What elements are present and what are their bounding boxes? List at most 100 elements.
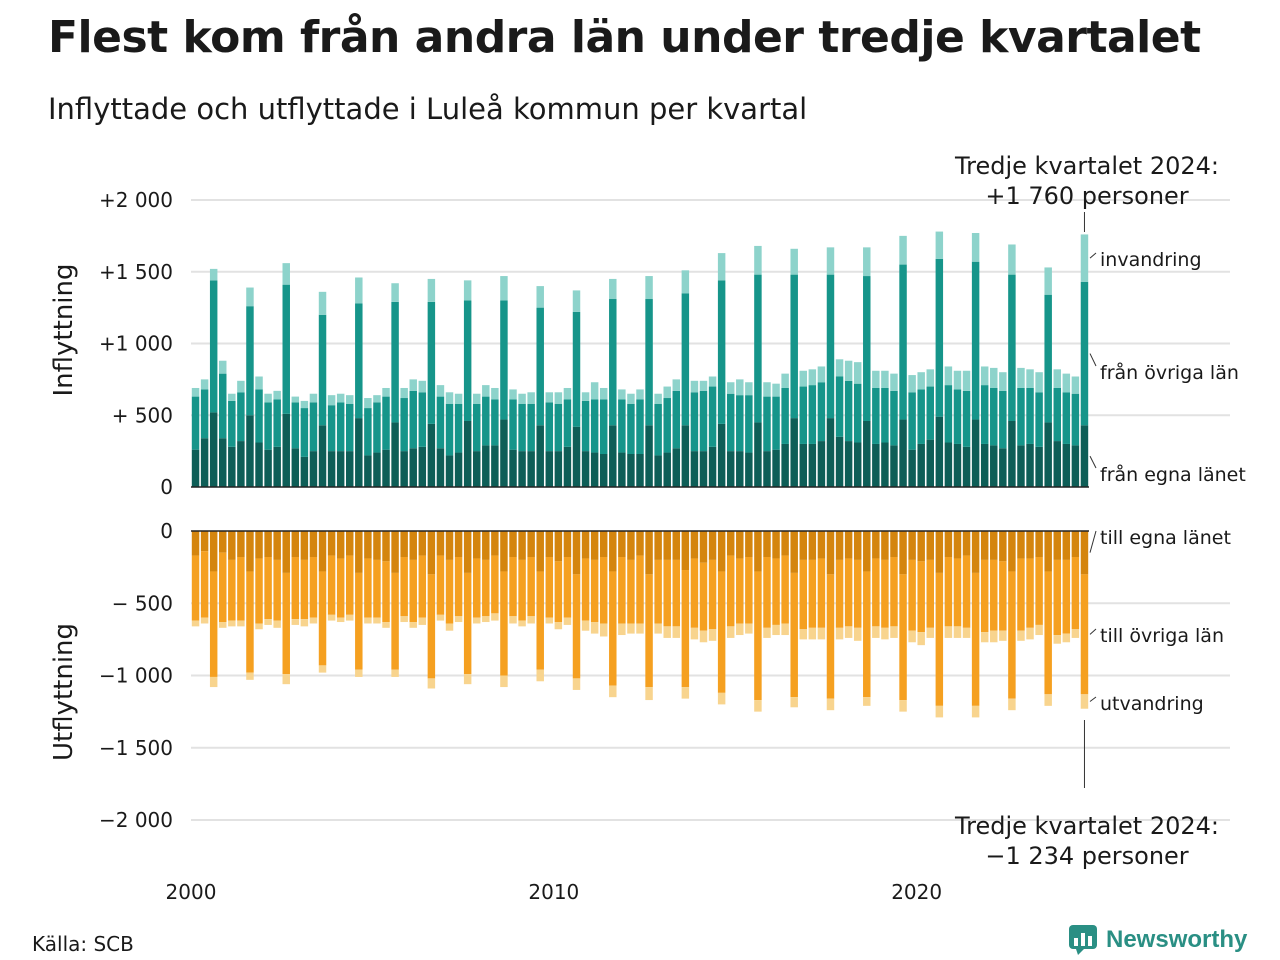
bar-out-segment — [826, 531, 835, 575]
bar-in-segment — [273, 399, 281, 447]
bar-in-segment — [944, 442, 953, 487]
bar-out-segment — [463, 531, 472, 573]
bar-out-segment — [736, 558, 744, 624]
bar-in-segment — [1044, 267, 1052, 295]
bar-out-segment — [899, 700, 907, 712]
bar-out-segment — [545, 557, 554, 618]
bar-out-segment — [908, 559, 916, 631]
bar-out-segment — [445, 559, 454, 624]
bar-in-segment — [1062, 392, 1071, 444]
bar-in-segment — [609, 425, 617, 487]
bar-in-segment — [980, 366, 989, 386]
bar-in-segment — [935, 231, 944, 259]
bar-in-segment — [500, 276, 508, 301]
bar-out-segment — [609, 685, 617, 698]
bar-out-segment — [364, 531, 372, 559]
bar-out-segment — [300, 531, 309, 560]
bar-out-segment — [273, 531, 281, 560]
bar-in-segment — [672, 390, 681, 449]
bar-out-segment — [881, 531, 889, 560]
bar-in-segment — [636, 399, 644, 454]
bar-in-segment — [726, 382, 735, 394]
series-label: från egna länet — [1100, 463, 1246, 486]
bar-out-segment — [536, 669, 544, 682]
bar-out-segment — [990, 531, 998, 560]
bar-out-segment — [309, 557, 318, 618]
chart-title: Flest kom från andra län under tredje kv… — [48, 12, 1201, 63]
bar-in-segment — [844, 380, 853, 442]
bar-out-segment — [382, 622, 390, 628]
bar-out-segment — [654, 559, 662, 624]
bar-in-segment — [826, 247, 835, 275]
bar-in-segment — [255, 389, 263, 443]
bar-in-segment — [436, 396, 445, 449]
bar-out-segment — [590, 559, 599, 623]
bar-in-segment — [717, 423, 726, 487]
bar-in-segment — [300, 408, 309, 457]
bar-out-segment — [726, 531, 735, 556]
bar-in-segment — [336, 402, 345, 452]
bar-out-segment — [255, 531, 263, 559]
bar-in-segment — [917, 389, 925, 444]
bar-out-segment — [336, 531, 345, 559]
bar-out-segment — [1071, 557, 1080, 630]
bar-in-segment — [663, 452, 671, 487]
bar-out-segment — [745, 531, 753, 558]
bar-in-segment — [237, 380, 245, 393]
bar-in-segment — [708, 376, 717, 387]
bar-in-segment — [219, 438, 227, 487]
bar-out-segment — [500, 531, 508, 572]
bar-in-segment — [627, 393, 635, 404]
bar-in-segment — [736, 395, 744, 452]
bar-in-segment — [636, 453, 644, 487]
bar-in-segment — [763, 451, 771, 487]
bar-out-segment — [237, 557, 245, 621]
bar-out-segment — [518, 620, 526, 627]
bar-out-segment — [509, 557, 517, 617]
bar-in-segment — [336, 393, 345, 403]
bar-in-segment — [327, 395, 336, 406]
bar-in-segment — [917, 372, 925, 390]
y-tick-label: −1 000 — [99, 664, 173, 688]
bar-in-segment — [609, 299, 617, 426]
bar-out-segment — [1035, 624, 1043, 636]
bar-in-segment — [563, 387, 572, 400]
bar-in-segment — [690, 380, 699, 393]
bar-in-segment — [228, 400, 236, 447]
bar-in-segment — [209, 412, 218, 487]
bar-in-segment — [445, 455, 454, 487]
bar-in-segment — [645, 299, 653, 426]
bar-in-segment — [309, 393, 318, 403]
bar-in-segment — [980, 443, 989, 487]
bar-out-segment — [318, 531, 327, 572]
bar-in-segment — [382, 449, 390, 487]
bar-out-segment — [318, 665, 327, 673]
bar-in-segment — [472, 403, 481, 452]
bar-out-segment — [1044, 694, 1052, 706]
bar-out-segment — [863, 531, 871, 572]
bar-out-segment — [881, 627, 889, 640]
bar-out-segment — [300, 559, 309, 620]
series-label: utvandring — [1100, 693, 1204, 715]
bar-out-segment — [436, 614, 445, 621]
bar-in-segment — [863, 420, 871, 487]
bar-out-segment — [364, 558, 372, 618]
bar-out-segment — [545, 617, 554, 624]
bar-out-segment — [863, 571, 871, 698]
bar-out-segment — [717, 692, 726, 705]
bar-out-segment — [699, 630, 708, 643]
bar-in-segment — [500, 300, 508, 420]
bar-in-segment — [736, 451, 744, 487]
bar-in-segment — [418, 392, 427, 447]
bar-out-segment — [581, 558, 590, 621]
bar-in-segment — [908, 449, 916, 487]
bar-in-segment — [881, 387, 889, 443]
bar-out-segment — [436, 531, 445, 556]
bar-in-segment — [681, 293, 690, 426]
bar-in-segment — [962, 390, 971, 447]
label-leader — [1089, 696, 1097, 702]
bar-out-segment — [980, 559, 989, 633]
bar-out-segment — [200, 617, 209, 624]
bar-out-segment — [318, 571, 327, 666]
